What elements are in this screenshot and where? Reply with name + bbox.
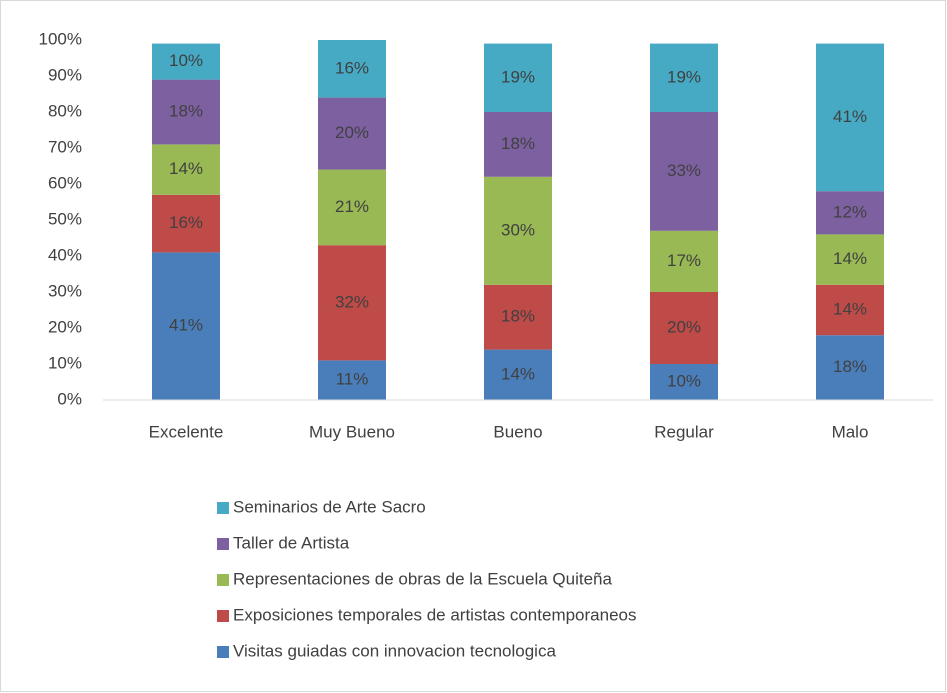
y-tick-label: 60%	[48, 173, 82, 192]
bar-segment	[152, 43, 220, 80]
legend-label: Taller de Artista	[233, 533, 350, 552]
data-label: 12%	[833, 202, 867, 221]
x-tick-label: Excelente	[149, 422, 224, 441]
data-label: 10%	[667, 371, 701, 390]
data-label: 20%	[335, 123, 369, 142]
data-label: 41%	[169, 316, 203, 335]
legend-swatch	[217, 646, 229, 658]
data-label: 18%	[501, 134, 535, 153]
data-label: 32%	[335, 292, 369, 311]
bar-segment	[318, 97, 386, 170]
bar-segment	[152, 194, 220, 253]
legend-swatch	[217, 502, 229, 514]
legend-label: Seminarios de Arte Sacro	[233, 497, 426, 516]
data-label: 18%	[169, 101, 203, 120]
y-tick-label: 70%	[48, 137, 82, 156]
data-label: 14%	[833, 299, 867, 318]
x-tick-label: Malo	[832, 422, 869, 441]
y-tick-label: 50%	[48, 209, 82, 228]
bar-segment	[816, 335, 884, 400]
bar-segment	[816, 43, 884, 192]
data-label: 33%	[667, 161, 701, 180]
legend-swatch	[217, 610, 229, 622]
bar-segment	[484, 284, 552, 350]
y-tick-label: 20%	[48, 317, 82, 336]
y-tick-label: 0%	[57, 389, 82, 408]
legend-label: Representaciones de obras de la Escuela …	[233, 569, 613, 588]
x-tick-label: Muy Bueno	[309, 422, 395, 441]
bar-segment	[650, 112, 718, 231]
data-label: 41%	[833, 107, 867, 126]
bar-segment	[152, 252, 220, 400]
y-tick-label: 30%	[48, 281, 82, 300]
bar-segment	[484, 349, 552, 400]
data-label: 14%	[501, 364, 535, 383]
bar-segment	[318, 40, 386, 98]
data-label: 18%	[501, 307, 535, 326]
data-label: 18%	[833, 357, 867, 376]
data-label: 14%	[169, 159, 203, 178]
bar-segment	[650, 364, 718, 400]
bar-segment	[318, 245, 386, 361]
data-label: 20%	[667, 317, 701, 336]
bar-segment	[152, 79, 220, 145]
legend-swatch	[217, 538, 229, 550]
x-tick-label: Regular	[654, 422, 714, 441]
y-tick-label: 10%	[48, 353, 82, 372]
data-label: 10%	[169, 51, 203, 70]
data-label: 16%	[335, 58, 369, 77]
bar-segment	[484, 112, 552, 177]
bar-segment	[484, 43, 552, 112]
data-label: 14%	[833, 249, 867, 268]
bar-segment	[484, 176, 552, 285]
bar-segment	[650, 230, 718, 292]
data-label: 19%	[667, 67, 701, 86]
data-label: 16%	[169, 213, 203, 232]
bar-segment	[816, 191, 884, 235]
legend-label: Visitas guiadas con innovacion tecnologi…	[233, 641, 556, 660]
y-tick-label: 80%	[48, 101, 82, 120]
bar-segment	[152, 144, 220, 195]
bar-segment	[816, 284, 884, 336]
bar-segment	[318, 360, 386, 400]
legend-swatch	[217, 574, 229, 586]
y-tick-label: 90%	[48, 65, 82, 84]
data-label: 21%	[335, 197, 369, 216]
legend-label: Exposiciones temporales de artistas cont…	[233, 605, 637, 624]
bar-segment	[650, 43, 718, 112]
x-tick-label: Bueno	[493, 422, 542, 441]
bar-segment	[318, 169, 386, 246]
data-label: 11%	[336, 370, 369, 389]
bar-segment	[650, 292, 718, 364]
data-label: 30%	[501, 220, 535, 239]
bar-segment	[816, 234, 884, 285]
data-label: 17%	[667, 251, 701, 270]
y-tick-label: 100%	[39, 29, 82, 48]
y-tick-label: 40%	[48, 245, 82, 264]
data-label: 19%	[501, 67, 535, 86]
